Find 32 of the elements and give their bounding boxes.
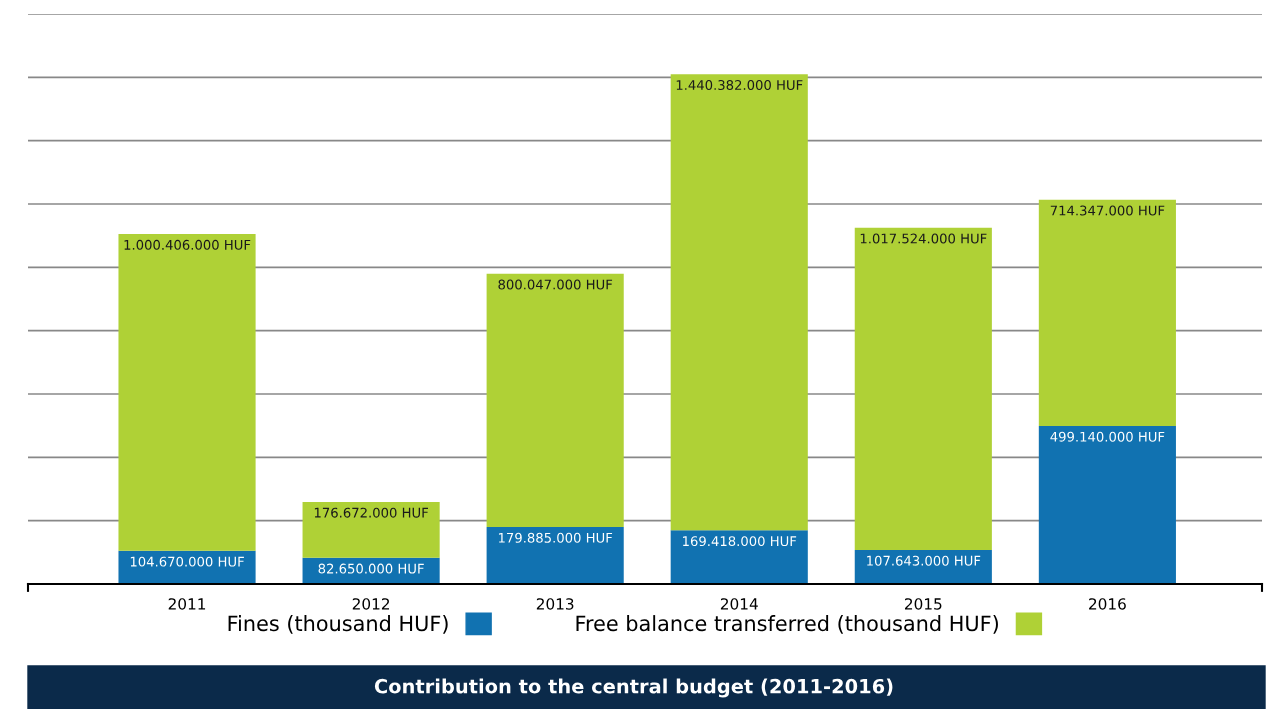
x-tick-label: 2012 bbox=[352, 598, 390, 610]
bar bbox=[1038, 425, 1176, 584]
text: Contribution to the central budget (2011-2016) bbox=[374, 678, 893, 698]
data-label: 499.140.000 HUF bbox=[1050, 431, 1165, 442]
bar bbox=[486, 527, 624, 584]
legend-label: Fines (thousand HUF) bbox=[228, 615, 448, 634]
bar bbox=[118, 234, 256, 551]
bar bbox=[854, 549, 992, 584]
x-tick-label: 2013 bbox=[536, 598, 574, 610]
data-label: 82.650.000 HUF bbox=[318, 563, 424, 574]
data-label: 104.670.000 HUF bbox=[130, 556, 244, 567]
data-label: 169.418.000 HUF bbox=[683, 536, 797, 547]
bar bbox=[118, 550, 256, 584]
data-label: 714.347.000 HUF bbox=[1050, 205, 1165, 216]
data-label: 1.000.406.000 HUF bbox=[124, 239, 251, 250]
bar bbox=[302, 501, 440, 558]
x-tick-label: 2014 bbox=[720, 598, 758, 610]
bar bbox=[486, 273, 624, 528]
bar bbox=[854, 227, 992, 550]
data-label: 107.643.000 HUF bbox=[867, 555, 981, 566]
data-label: 1.440.382.000 HUF bbox=[676, 80, 803, 90]
data-label: 1.017.524.000 HUF bbox=[860, 233, 987, 244]
bar bbox=[670, 530, 808, 584]
x-tick-label: 2015 bbox=[904, 598, 942, 610]
data-label: 179.885.000 HUF bbox=[498, 532, 613, 543]
legend-label: Free balance transferred (thousand HUF) bbox=[576, 615, 998, 634]
x-tick-label: 2011 bbox=[168, 598, 206, 610]
data-label: 176.672.000 HUF bbox=[314, 507, 428, 518]
bar bbox=[1038, 199, 1176, 426]
x-tick-label: 2016 bbox=[1089, 598, 1126, 610]
data-label: 800.047.000 HUF bbox=[498, 279, 613, 290]
bar bbox=[670, 74, 808, 531]
